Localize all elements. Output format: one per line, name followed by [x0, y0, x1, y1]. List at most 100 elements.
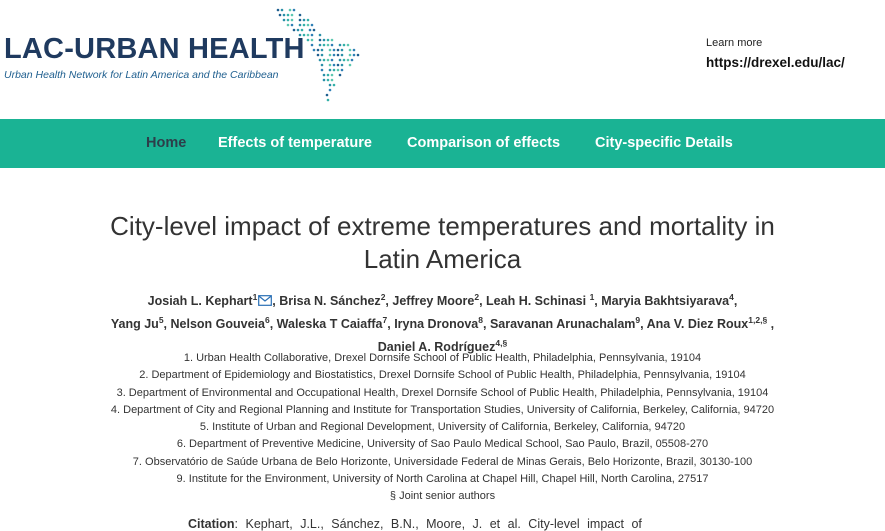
- map-dot: [356, 53, 360, 57]
- map-dot: [342, 43, 346, 47]
- author: Daniel A. Rodríguez4,§: [378, 338, 507, 354]
- map-dot: [282, 18, 286, 22]
- affiliation-list: 1. Urban Health Collaborative, Drexel Do…: [60, 350, 825, 506]
- map-dot: [280, 8, 284, 12]
- author-affiliation-marker: 8: [478, 315, 483, 326]
- nav-comparison-of-effects[interactable]: Comparison of effects: [407, 135, 561, 151]
- author: Ana V. Diez Roux1,2,§: [646, 315, 768, 332]
- map-dot: [338, 58, 342, 62]
- map-dot: [320, 53, 324, 57]
- map-dot: [286, 13, 290, 17]
- author: Maryia Bakhtsiyarava4: [601, 292, 734, 308]
- map-dot: [326, 43, 330, 47]
- site-logo[interactable]: LAC-URBAN HEALTH Urban Health Network fo…: [4, 8, 364, 108]
- map-dot: [348, 53, 352, 57]
- map-dot: [348, 63, 352, 67]
- author: Leah H. Schinasi 1: [486, 292, 595, 308]
- map-dot: [332, 53, 336, 57]
- latin-america-map-icon: [276, 8, 360, 102]
- map-dot: [328, 68, 332, 72]
- nav-home[interactable]: Home: [146, 135, 187, 151]
- map-dot: [318, 43, 322, 47]
- author: Brisa N. Sánchez2: [279, 292, 385, 309]
- author-affiliation-marker: 2: [474, 292, 480, 302]
- site-header: LAC-URBAN HEALTH Urban Health Network fo…: [0, 0, 885, 118]
- map-dot: [340, 53, 344, 57]
- map-dot: [306, 18, 310, 22]
- map-dot: [298, 18, 302, 22]
- map-dot: [330, 73, 334, 77]
- author-affiliation-marker: 4: [729, 292, 734, 302]
- map-dot: [310, 38, 314, 42]
- map-dot: [322, 58, 326, 62]
- map-dot: [328, 53, 332, 57]
- map-dot: [320, 63, 324, 67]
- map-dot: [330, 78, 334, 82]
- map-dot: [326, 38, 330, 42]
- map-dot: [310, 43, 314, 47]
- joint-senior-authors-note: § Joint senior authors: [389, 490, 496, 503]
- logo-title: LAC-URBAN HEALTH: [4, 33, 305, 65]
- map-dot: [326, 73, 330, 77]
- author-name: Jeffrey Moore: [392, 294, 475, 309]
- map-dot: [308, 28, 312, 32]
- author-affiliation-marker: 1: [589, 292, 595, 302]
- map-dot: [302, 33, 306, 37]
- map-dot: [326, 58, 330, 62]
- map-dot: [330, 38, 334, 42]
- map-dot: [290, 18, 294, 22]
- map-dot: [326, 78, 330, 82]
- map-dot: [298, 33, 302, 37]
- affiliation-item: 1. Urban Health Collaborative, Drexel Do…: [183, 352, 702, 364]
- map-dot: [322, 38, 326, 42]
- mail-icon[interactable]: [258, 295, 273, 307]
- author-affiliation-marker: 5: [158, 315, 164, 326]
- map-dot: [332, 48, 336, 52]
- map-dot: [340, 48, 344, 52]
- map-dot: [336, 63, 340, 67]
- map-dot: [320, 68, 324, 72]
- map-dot: [286, 23, 290, 27]
- map-dot: [325, 93, 329, 97]
- map-dot: [336, 53, 340, 57]
- map-dot: [352, 48, 356, 52]
- author-list: Josiah L. Kephart1, Brisa N. Sánchez2, J…: [110, 292, 775, 355]
- author-name: Ana V. Diez Roux: [646, 317, 749, 332]
- nav-city-specific-details[interactable]: City-specific Details: [595, 135, 733, 151]
- nav-effects-of-temperature[interactable]: Effects of temperature: [218, 135, 372, 151]
- map-dot: [288, 8, 292, 12]
- author-name: Josiah L. Kephart: [147, 294, 253, 309]
- map-dot: [306, 33, 310, 37]
- map-dot: [318, 58, 322, 62]
- map-dot: [336, 68, 340, 72]
- author-name: Brisa N. Sánchez: [279, 294, 381, 309]
- author-affiliation-marker: 6: [264, 315, 270, 326]
- author: Josiah L. Kephart1: [147, 292, 273, 309]
- map-dot: [290, 23, 294, 27]
- affiliation-item: 9. Institute for the Environment, Univer…: [176, 473, 709, 486]
- map-dot: [342, 58, 346, 62]
- author: Iryna Dronova8: [394, 315, 483, 331]
- map-dot: [346, 43, 350, 47]
- map-dot: [340, 63, 344, 67]
- map-dot: [306, 23, 310, 27]
- map-dot: [302, 23, 306, 27]
- page-title: City-level impact of extreme temperature…: [40, 210, 845, 276]
- map-dot: [286, 18, 290, 22]
- author-affiliation-marker: 7: [382, 315, 388, 326]
- page-title-line-2: Latin America: [363, 244, 522, 274]
- author-name: Nelson Gouveia: [170, 317, 265, 332]
- affiliation-item: 5. Institute of Urban and Regional Devel…: [199, 421, 686, 434]
- map-dot: [322, 43, 326, 47]
- map-dot: [330, 43, 334, 47]
- author-name: Waleska T Caiaffa: [276, 317, 383, 332]
- map-dot: [312, 28, 316, 32]
- learn-more-link[interactable]: https://drexel.edu/lac/: [706, 55, 845, 70]
- map-dot: [318, 38, 322, 42]
- logo-subtitle: Urban Health Network for Latin America a…: [4, 69, 279, 81]
- citation-label: Citation: [188, 517, 235, 531]
- map-dot: [320, 48, 324, 52]
- map-dot: [346, 58, 350, 62]
- map-dot: [302, 18, 306, 22]
- map-dot: [326, 98, 330, 102]
